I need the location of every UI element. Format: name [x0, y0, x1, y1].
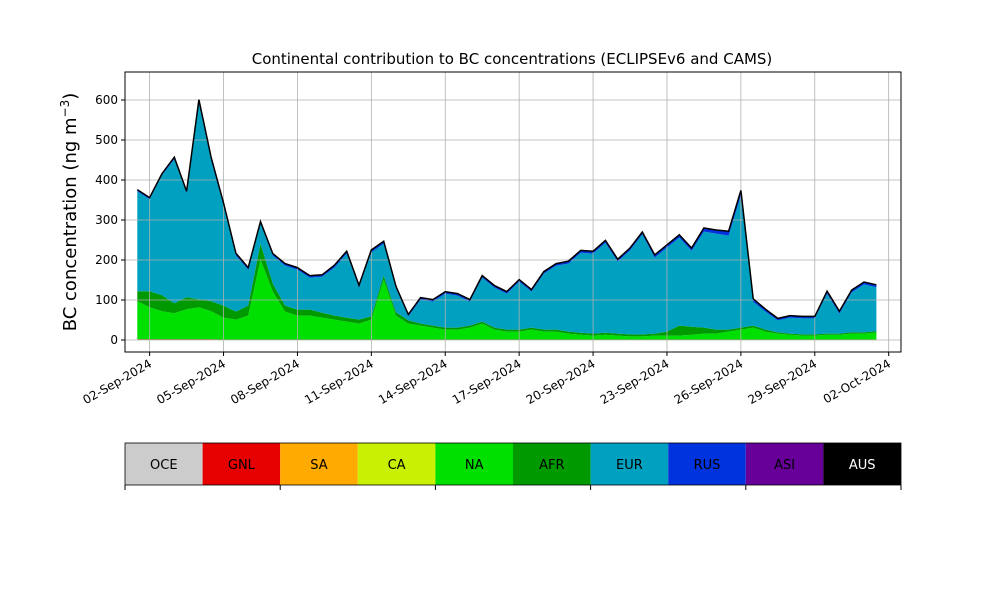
- y-tick-label: 200: [95, 253, 118, 267]
- legend-swatch-sa: [280, 443, 358, 485]
- legend-colorbar: OCE GNL SA CA NA AFR EUR RUS ASI AUS: [124, 442, 902, 490]
- legend-label-aus: AUS: [849, 458, 876, 473]
- legend-swatch-eur: [590, 443, 669, 485]
- x-tick-label: 08-Sep-2024: [228, 356, 302, 407]
- legend-swatch-rus: [668, 443, 746, 485]
- y-axis-label-superscript: −3: [58, 100, 72, 118]
- total-line: [136, 99, 877, 320]
- y-ticks: 0 100 200 300 400 500 600: [95, 93, 125, 347]
- legend-swatch-oce: [125, 443, 203, 485]
- plot-area: [124, 71, 902, 353]
- legend-label-sa: SA: [310, 458, 327, 473]
- legend-label-rus: RUS: [694, 458, 721, 473]
- legend-label-eur: EUR: [616, 458, 643, 473]
- legend-label-afr: AFR: [539, 458, 564, 473]
- x-tick-label: 20-Sep-2024: [524, 356, 598, 407]
- y-axis-label-text: BC concentration (ng m: [60, 117, 81, 331]
- y-tick-label: 400: [95, 173, 118, 187]
- y-axis-label-close: ): [60, 93, 81, 100]
- legend-label-na: NA: [465, 458, 484, 473]
- area-eur: [137, 103, 877, 335]
- x-tick-label: 11-Sep-2024: [302, 356, 376, 407]
- legend-swatch-afr: [513, 443, 591, 485]
- legend-label-ca: CA: [388, 458, 406, 473]
- x-tick-label: 26-Sep-2024: [672, 356, 746, 407]
- legend-label-oce: OCE: [150, 458, 178, 473]
- x-tick-label: 02-Oct-2024: [821, 356, 893, 406]
- legend-label-gnl: GNL: [228, 458, 256, 473]
- legend-label-asi: ASI: [774, 458, 795, 473]
- x-tick-label: 29-Sep-2024: [746, 356, 820, 407]
- x-tick-label: 17-Sep-2024: [450, 356, 524, 407]
- area-afr: [137, 243, 877, 337]
- x-ticks: 02-Sep-2024 05-Sep-2024 08-Sep-2024 11-Sep-…: [80, 352, 893, 407]
- y-tick-label: 300: [95, 213, 118, 227]
- x-tick-label: 14-Sep-2024: [376, 356, 450, 407]
- legend-swatch-gnl: [202, 443, 281, 485]
- legend-swatch-aus: [823, 443, 901, 485]
- y-tick-label: 500: [95, 133, 118, 147]
- plot-frame: [124, 71, 902, 353]
- chart-title: Continental contribution to BC concentra…: [252, 50, 773, 68]
- y-tick-label: 0: [110, 333, 118, 347]
- x-tick-label: 02-Sep-2024: [80, 356, 154, 407]
- legend-frame: [124, 442, 902, 486]
- legend-swatch-na: [435, 443, 513, 485]
- legend-swatch-ca: [357, 443, 436, 485]
- y-tick-label: 600: [95, 93, 118, 107]
- x-tick-label: 23-Sep-2024: [598, 356, 672, 407]
- grid-lines: [125, 72, 901, 352]
- x-tick-label: 05-Sep-2024: [154, 356, 228, 407]
- y-axis-label: BC concentration (ng m−3): [58, 93, 81, 332]
- y-tick-label: 100: [95, 293, 118, 307]
- area-na: [137, 259, 877, 340]
- legend-swatch-asi: [745, 443, 824, 485]
